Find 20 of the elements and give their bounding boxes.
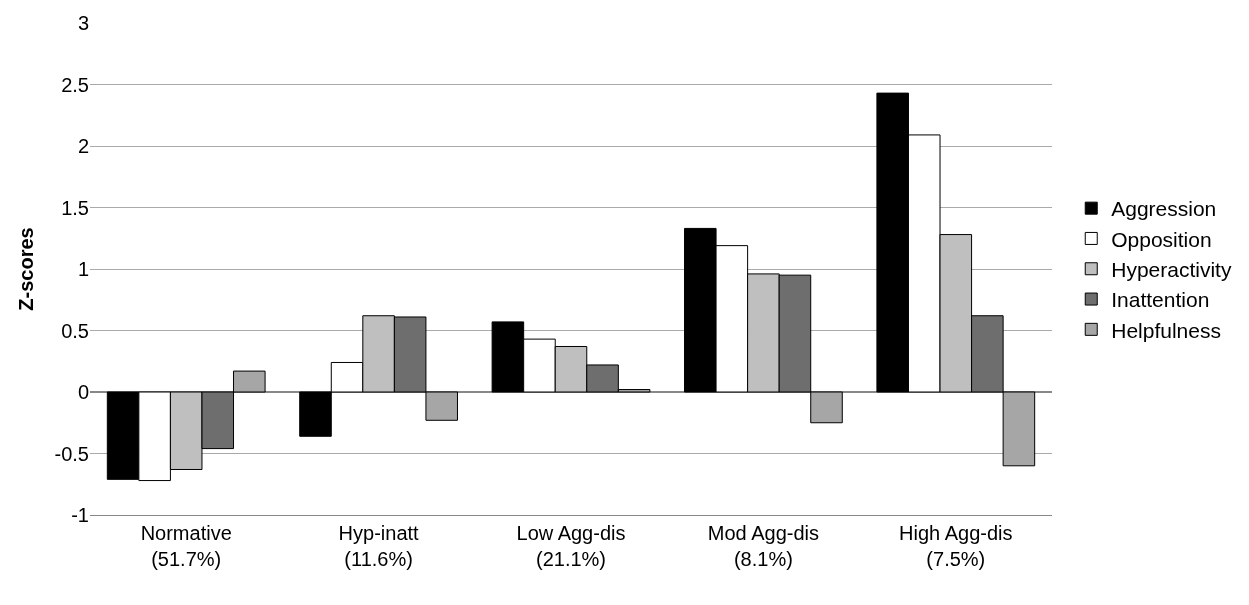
x-tick-label: Hyp-inatt (11.6%) [338, 522, 420, 570]
legend-label: Opposition [1111, 227, 1212, 251]
x-tick-label: Low Agg-dis (21.1%) [516, 522, 626, 570]
y-tick-label: 1.5 [61, 196, 89, 219]
legend-label: Aggression [1111, 197, 1217, 221]
y-tick-label: 3 [77, 12, 89, 34]
y-tick-label: 2 [77, 135, 89, 157]
x-tick-label: Normative (51.7%) [140, 522, 232, 570]
x-tick-label: High Agg-dis (7.5%) [899, 522, 1013, 570]
y-tick-label: 2.5 [61, 73, 89, 96]
y-axis-title: Z-scores [15, 227, 38, 311]
y-tick-label: -0.5 [54, 442, 89, 465]
x-tick-label: Mod Agg-dis (8.1%) [707, 522, 819, 570]
legend-label: Hyperactivity [1111, 257, 1232, 281]
legend-label: Helpfulness [1111, 318, 1221, 342]
y-tick-label: 1 [77, 258, 89, 280]
y-tick-label: -1 [71, 504, 89, 526]
y-tick-label: 0.5 [61, 319, 89, 342]
legend-label: Inattention [1111, 288, 1210, 312]
y-tick-label: 0 [77, 381, 89, 403]
